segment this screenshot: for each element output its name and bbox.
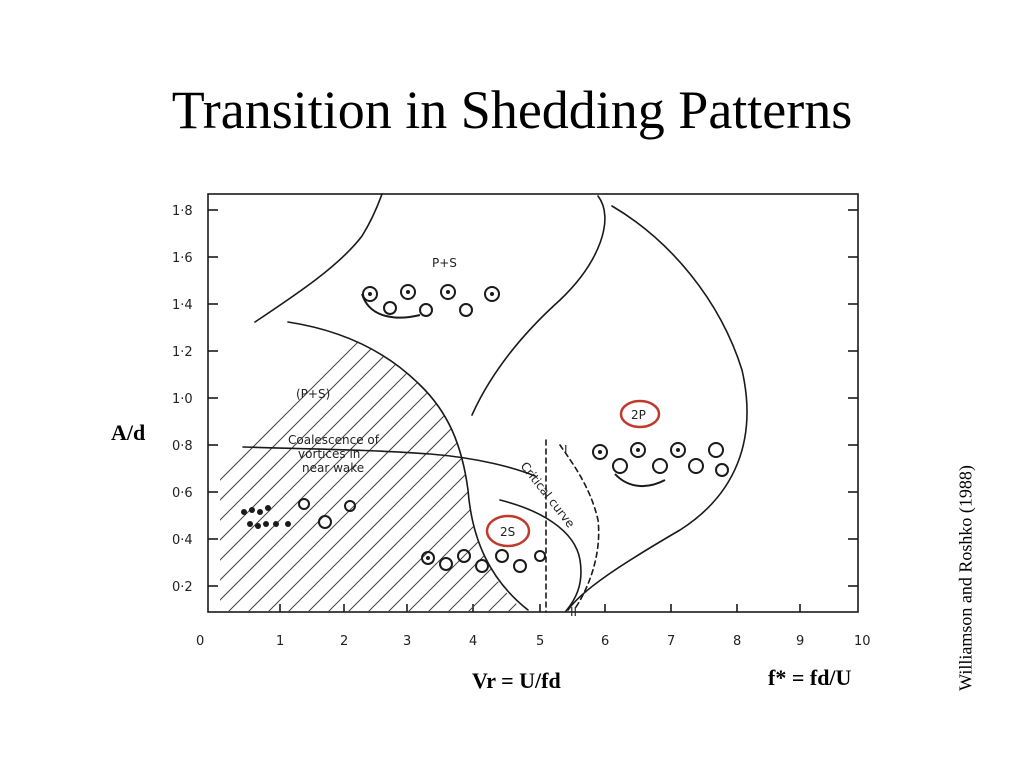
vortex-sketch-2p <box>592 442 729 487</box>
vortex-sketch-p-plus-s <box>361 284 500 319</box>
y-axis-label: A/d <box>111 420 146 445</box>
x-axis-label: Vr = U/fd <box>472 668 561 693</box>
frequency-label: f* = fd/U <box>768 665 852 690</box>
mark-i: I <box>564 443 568 457</box>
mark-ii: II <box>570 605 577 619</box>
boundary-2p-left <box>471 195 606 416</box>
coalescence-line-2: vortices in <box>298 447 360 461</box>
plot-frame <box>207 193 859 613</box>
y-tick-0-6: 0·6 <box>172 486 193 501</box>
x-axis-ticks <box>279 604 801 612</box>
boundary-2p-right <box>567 205 748 611</box>
x-tick-5: 5 <box>536 634 544 649</box>
boundary-upper-left <box>254 193 383 323</box>
x-tick-9: 9 <box>796 634 804 649</box>
coalescence-line <box>242 446 536 477</box>
y-tick-0-4: 0·4 <box>172 533 193 548</box>
x-tick-7: 7 <box>667 634 675 649</box>
label-2s: 2S <box>500 525 515 539</box>
credit-citation: Williamson and Roshko (1988) <box>955 465 976 691</box>
x-tick-8: 8 <box>733 634 741 649</box>
label-p-plus-s: P+S <box>432 256 457 270</box>
x-tick-4: 4 <box>469 634 477 649</box>
y-tick-1-4: 1·4 <box>172 298 193 313</box>
x-tick-2: 2 <box>340 634 348 649</box>
x-tick-1: 1 <box>276 634 284 649</box>
coalescence-line-1: Coalescence of <box>288 433 380 447</box>
label-p-plus-s-hatched: (P+S) <box>296 387 330 401</box>
y-axis-ticks <box>208 209 858 587</box>
boundary-2s-right <box>499 499 582 612</box>
boundary-hatched <box>287 321 529 611</box>
vortex-sketch-2s <box>421 549 546 573</box>
y-tick-1-0: 1·0 <box>172 392 193 407</box>
critical-curve-line <box>559 444 600 611</box>
coalescence-line-3: near wake <box>302 461 364 475</box>
highlight-2p <box>619 399 661 429</box>
y-tick-0-2: 0·2 <box>172 580 193 595</box>
y-tick-1-6: 1·6 <box>172 251 193 266</box>
x-tick-0: 0 <box>196 634 204 649</box>
x-tick-3: 3 <box>403 634 411 649</box>
y-tick-1-8: 1·8 <box>172 204 193 219</box>
vortex-sketch-coalescence <box>241 498 356 529</box>
y-tick-0-8: 0·8 <box>172 439 193 454</box>
x-tick-6: 6 <box>601 634 609 649</box>
y-tick-1-2: 1·2 <box>172 345 193 360</box>
highlight-2s <box>485 514 531 548</box>
x-tick-10: 10 <box>854 634 871 649</box>
label-2p: 2P <box>631 408 646 422</box>
slide-title: Transition in Shedding Patterns <box>171 80 853 140</box>
